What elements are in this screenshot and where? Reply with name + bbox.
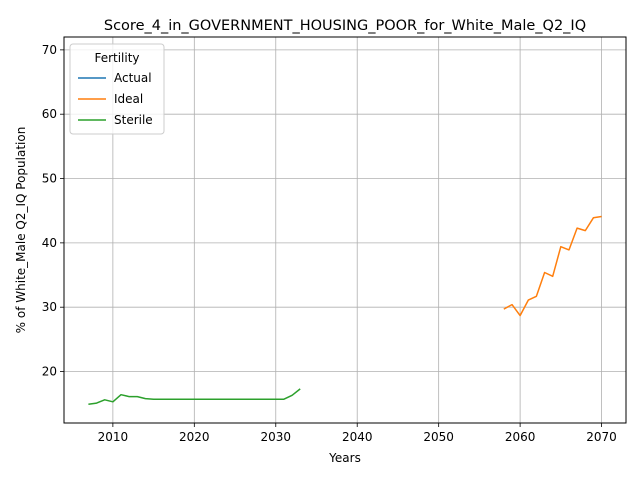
x-axis-label: Years — [328, 451, 361, 465]
legend-label-actual: Actual — [114, 71, 152, 85]
series-lines — [88, 217, 601, 405]
legend: Fertility Actual Ideal Sterile — [70, 44, 164, 134]
x-tick-label: 2060 — [505, 430, 536, 444]
series-line-ideal — [504, 217, 602, 316]
y-tick-label: 60 — [42, 107, 57, 121]
y-tick-label: 30 — [42, 300, 57, 314]
legend-title: Fertility — [94, 51, 139, 65]
y-tick-label: 70 — [42, 43, 57, 57]
x-tick-label: 2010 — [98, 430, 129, 444]
x-tick-label: 2050 — [423, 430, 454, 444]
x-tick-label: 2070 — [586, 430, 617, 444]
x-tick-label: 2020 — [179, 430, 210, 444]
x-tick-label: 2040 — [342, 430, 373, 444]
chart-title: Score_4_in_GOVERNMENT_HOUSING_POOR_for_W… — [104, 18, 586, 34]
y-tick-label: 50 — [42, 172, 57, 186]
y-tick-label: 40 — [42, 236, 57, 250]
x-tick-label: 2030 — [260, 430, 291, 444]
legend-label-ideal: Ideal — [114, 92, 143, 106]
legend-label-sterile: Sterile — [114, 113, 153, 127]
y-tick-label: 20 — [42, 365, 57, 379]
y-axis-label: % of White_Male Q2_IQ Population — [14, 127, 28, 334]
